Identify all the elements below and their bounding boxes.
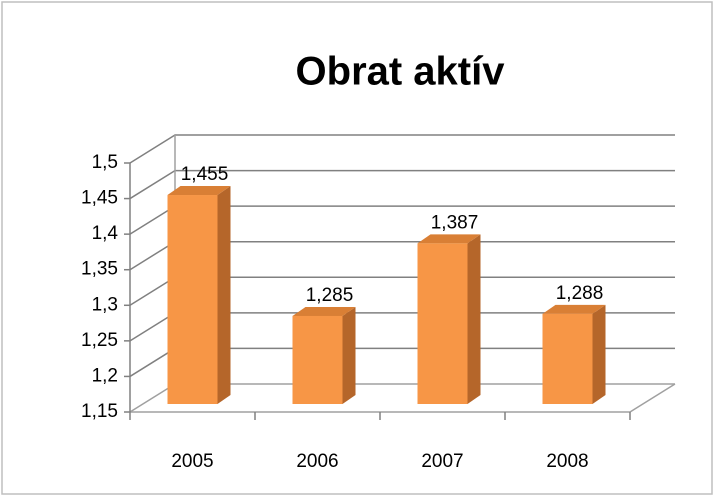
- y-tick-label: 1,2: [92, 365, 118, 386]
- bar-side: [592, 304, 606, 404]
- bar: [417, 243, 468, 404]
- value-label: 1,285: [306, 285, 354, 306]
- y-tick-label: 1,15: [81, 401, 118, 422]
- value-label: 1,455: [181, 164, 229, 185]
- value-label: 1,288: [556, 283, 604, 304]
- y-tick-label: 1,25: [81, 330, 118, 351]
- y-tick-label: 1,3: [92, 294, 118, 315]
- bar-top: [167, 186, 231, 196]
- bar-top: [417, 234, 481, 244]
- bar: [542, 313, 593, 404]
- bar: [167, 195, 218, 404]
- chart-title: Obrat aktív: [296, 50, 506, 94]
- y-tick-label: 1,4: [92, 223, 119, 244]
- value-label: 1,387: [431, 212, 479, 233]
- y-tick-label: 1,5: [92, 152, 118, 173]
- x-tick-label: 2008: [546, 451, 588, 472]
- bar: [292, 315, 343, 404]
- x-tick-label: 2005: [171, 451, 213, 472]
- y-tick-label: 1,35: [81, 259, 118, 280]
- x-tick-label: 2007: [421, 451, 463, 472]
- x-tick-label: 2006: [296, 451, 338, 472]
- y-tick-label: 1,45: [81, 188, 118, 209]
- bar-side: [467, 234, 481, 404]
- bar-top: [292, 306, 356, 316]
- bar-side: [217, 186, 231, 404]
- bar-side: [342, 306, 356, 404]
- bar-top: [542, 304, 606, 314]
